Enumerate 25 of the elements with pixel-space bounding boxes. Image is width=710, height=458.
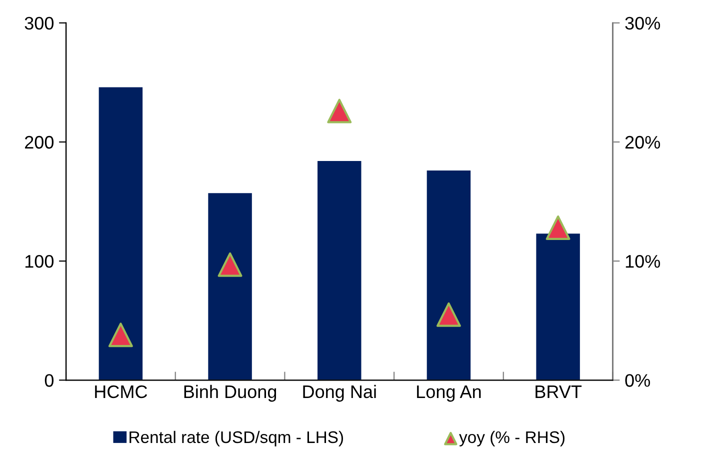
point: [218, 252, 242, 277]
y-tick-label: 200: [25, 136, 54, 149]
point: [546, 215, 570, 240]
bar: [536, 234, 580, 380]
bar: [426, 170, 471, 380]
x-tick-label: Long An: [417, 386, 481, 402]
y-tick-label: 100: [25, 254, 54, 268]
x-tick-label: Dong Nai: [303, 384, 376, 402]
y2-tick-label: 20%: [625, 136, 660, 149]
bar: [98, 87, 143, 380]
y2-tick-label: 30%: [625, 16, 660, 30]
bar: [208, 193, 252, 380]
y2-tick-label: 0%: [625, 374, 650, 387]
y-tick-label: 0: [44, 374, 54, 387]
x-tick-label: BRVT: [536, 386, 582, 398]
y-tick-label: 300: [24, 16, 54, 30]
legend-label: yoy (% - RHS): [459, 430, 564, 446]
point: [436, 302, 461, 327]
x-tick-label: Binh Duong: [184, 384, 276, 402]
y2-tick-label: 10%: [626, 254, 660, 268]
point: [108, 322, 133, 348]
x-tick-label: HCMC: [95, 385, 148, 398]
legend-label: Rental rate (USD/sqm - LHS): [130, 430, 344, 446]
bar: [318, 161, 362, 380]
point: [327, 98, 352, 124]
